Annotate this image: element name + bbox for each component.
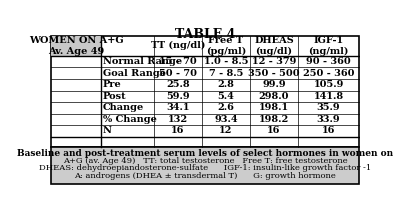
Text: 16: 16 — [171, 126, 184, 135]
Text: Change: Change — [103, 103, 144, 112]
Text: 33.9: 33.9 — [317, 115, 340, 124]
Text: 350 - 500: 350 - 500 — [248, 69, 300, 78]
Bar — [51, 36, 101, 56]
Text: 7 - 8.5: 7 - 8.5 — [209, 69, 243, 78]
Text: 198.1: 198.1 — [259, 103, 289, 112]
Text: 12 - 379: 12 - 379 — [252, 57, 296, 66]
Text: Normal Range: Normal Range — [103, 57, 182, 66]
Text: 59.9: 59.9 — [166, 92, 190, 101]
Text: DHEAS: dehydroepiandosterone-sulfate      IGF-1: insulin-like growth factor -1: DHEAS: dehydroepiandosterone-sulfate IGF… — [39, 164, 371, 172]
Text: IGF-1
(ng/ml): IGF-1 (ng/ml) — [308, 36, 349, 56]
Text: 132: 132 — [168, 115, 188, 124]
Text: 50 - 70: 50 - 70 — [159, 69, 197, 78]
Text: % Change: % Change — [103, 115, 156, 124]
Bar — [51, 36, 359, 147]
Text: Pre: Pre — [103, 80, 122, 89]
Text: WOMEN ON A+G
Av. Age 49: WOMEN ON A+G Av. Age 49 — [29, 36, 123, 56]
Text: 12: 12 — [219, 126, 233, 135]
Text: 90 - 360: 90 - 360 — [306, 57, 351, 66]
Text: 25.8: 25.8 — [166, 80, 190, 89]
Text: N: N — [103, 126, 112, 135]
Text: 16: 16 — [322, 126, 335, 135]
Text: TT (ng/dl): TT (ng/dl) — [151, 41, 205, 50]
Text: 99.9: 99.9 — [262, 80, 286, 89]
Text: A: androgens (DHEA ± transdermal T)      G: growth hormone: A: androgens (DHEA ± transdermal T) G: g… — [74, 172, 336, 180]
Text: Goal Range: Goal Range — [103, 69, 166, 78]
Text: 2.6: 2.6 — [218, 103, 234, 112]
Text: 105.9: 105.9 — [314, 80, 344, 89]
Text: DHEAS
(ug/dl): DHEAS (ug/dl) — [254, 36, 294, 56]
Bar — [51, 147, 359, 184]
Text: 250 - 360: 250 - 360 — [303, 69, 354, 78]
Text: A+G (av. Age 49)   TT: total testosterone   Free T: free testosterone: A+G (av. Age 49) TT: total testosterone … — [63, 157, 347, 165]
Text: 15 - 70: 15 - 70 — [159, 57, 197, 66]
Text: Free T
(pg/ml): Free T (pg/ml) — [206, 36, 246, 56]
Text: 198.2: 198.2 — [259, 115, 289, 124]
Text: 34.1: 34.1 — [166, 103, 190, 112]
Text: 93.4: 93.4 — [214, 115, 238, 124]
Text: TABLE 4: TABLE 4 — [175, 28, 235, 41]
Text: 1.0 - 8.5: 1.0 - 8.5 — [204, 57, 248, 66]
Text: 5.4: 5.4 — [218, 92, 234, 101]
Text: 141.8: 141.8 — [314, 92, 344, 101]
Text: 35.9: 35.9 — [317, 103, 340, 112]
Text: 298.0: 298.0 — [259, 92, 289, 101]
Text: Post: Post — [103, 92, 126, 101]
Text: 16: 16 — [267, 126, 281, 135]
Text: Baseline and post-treatment serum levels of select hormones in women on: Baseline and post-treatment serum levels… — [17, 149, 393, 158]
Text: 2.8: 2.8 — [218, 80, 234, 89]
